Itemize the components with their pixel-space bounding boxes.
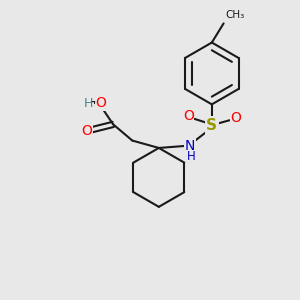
Text: H: H [84, 97, 93, 110]
Text: S: S [206, 118, 217, 133]
Text: O: O [230, 112, 242, 125]
Text: O: O [81, 124, 92, 138]
Text: O: O [95, 96, 106, 110]
Text: CH₃: CH₃ [225, 11, 244, 20]
Text: -: - [90, 96, 95, 110]
Text: H: H [187, 150, 196, 163]
Text: N: N [184, 139, 195, 153]
Text: O: O [183, 109, 194, 123]
